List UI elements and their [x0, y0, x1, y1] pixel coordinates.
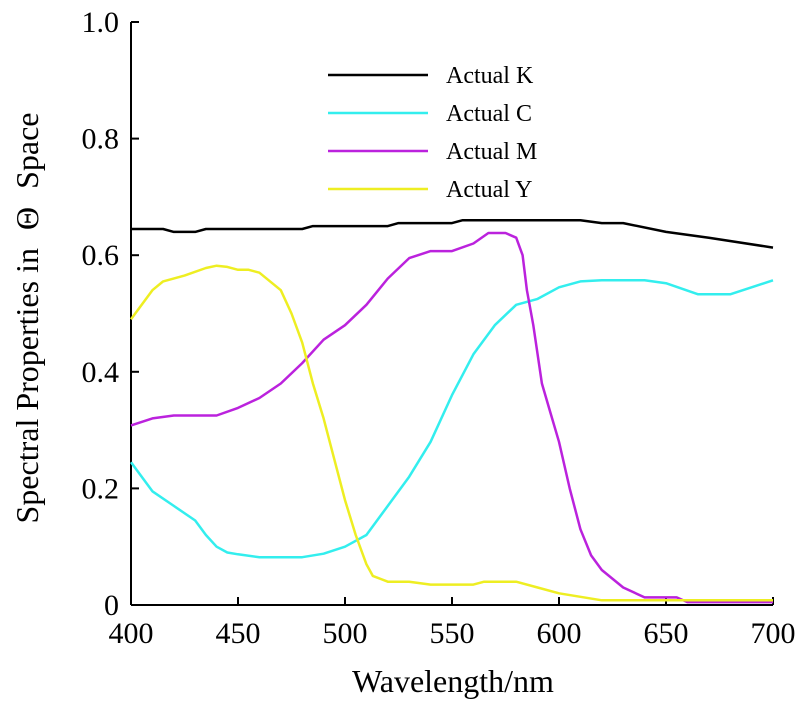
svg-text:Spectral Properties in Θ: Spectral Properties in Θ Space [9, 113, 45, 524]
legend: Actual K Actual C Actual M Actual Y [328, 63, 537, 203]
legend-label: Actual C [446, 101, 532, 127]
x-tick-label: 600 [537, 617, 582, 650]
series-line-actual-y [129, 264, 773, 602]
y-tick-label: 0.6 [82, 239, 120, 272]
series-layer [129, 218, 774, 604]
x-tick-label: 450 [216, 617, 261, 650]
y-axis-title-text: Spectral Properties in [9, 248, 45, 523]
y-tick-label: 1.0 [82, 6, 120, 39]
axes: 0 0.2 0.4 0.6 0.8 1.0 400 450 500 550 600 650 700 [82, 6, 796, 650]
series-line-actual-c [129, 279, 774, 559]
y-tick-label: 0.8 [82, 123, 120, 156]
y-axis-title-suffix: Space [9, 113, 45, 189]
legend-label: Actual K [446, 63, 534, 89]
x-tick-label: 650 [644, 617, 689, 650]
x-tick-label: 500 [323, 617, 368, 650]
y-axis-title: Spectral Properties in Θ Space [9, 113, 45, 524]
x-axis-title: Wavelength/nm [352, 663, 554, 699]
x-tick-label: 400 [109, 617, 154, 650]
legend-label: Actual Y [446, 177, 532, 203]
y-tick-label: 0.4 [82, 356, 120, 389]
y-tick-label: 0.2 [82, 472, 120, 505]
y-tick-label: 0 [104, 589, 119, 622]
x-tick-label: 550 [430, 617, 475, 650]
series-line-actual-k [131, 218, 774, 249]
series-line-actual-m [130, 231, 773, 604]
y-axis-title-symbol: Θ [9, 207, 45, 230]
x-tick-label: 700 [751, 617, 796, 650]
legend-label: Actual M [446, 139, 537, 165]
